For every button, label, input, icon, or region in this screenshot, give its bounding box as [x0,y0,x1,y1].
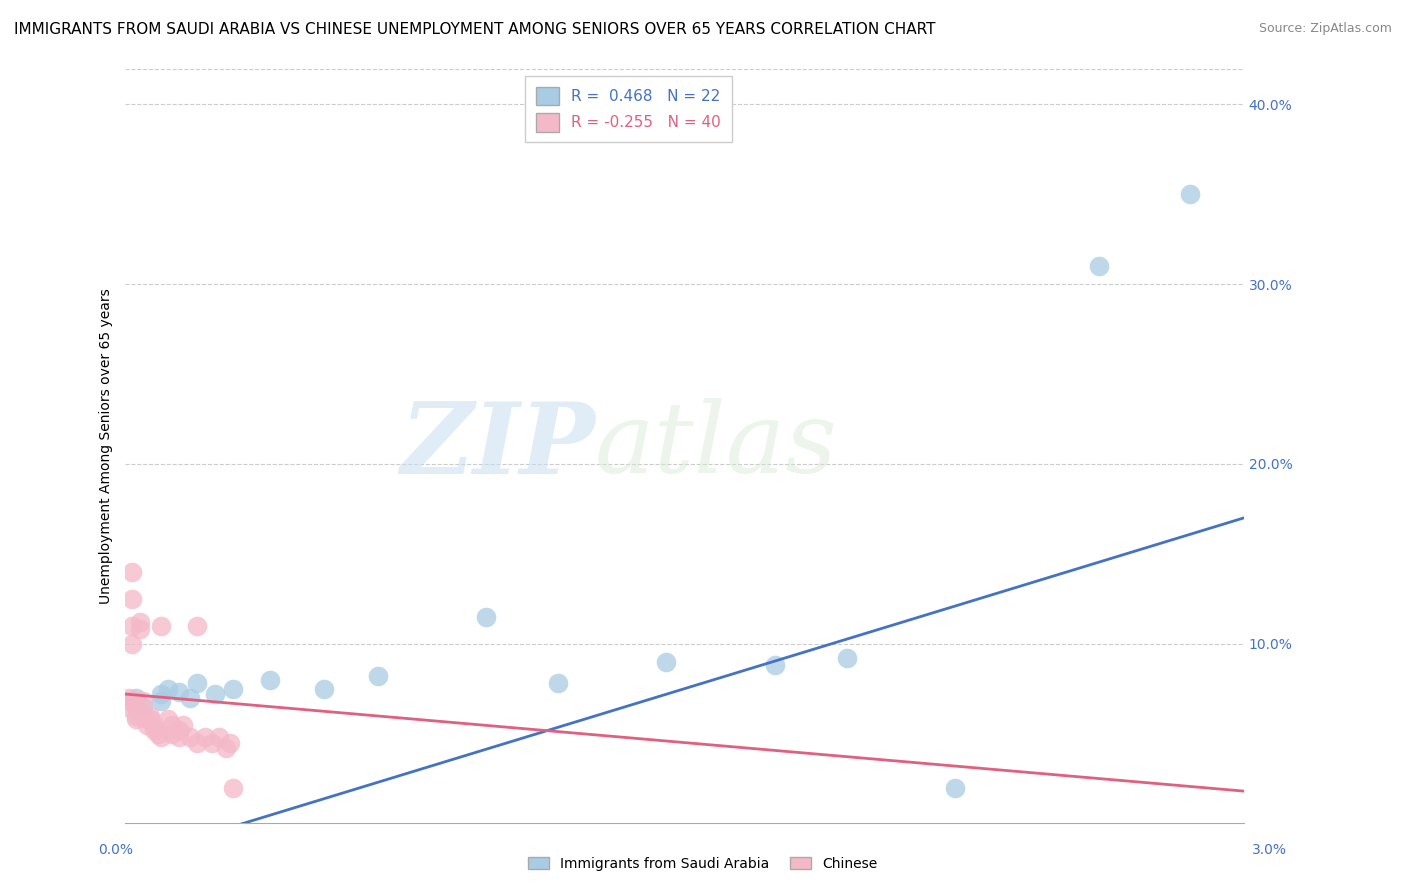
Point [128,623,150,637]
Point [121,637,143,651]
Point [150,730,173,744]
Point [132,708,155,723]
Point [128,615,150,629]
Point [763,658,786,673]
Point [222,780,245,795]
Point [218,736,240,750]
Point [204,687,226,701]
Point [121,694,143,708]
Text: IMMIGRANTS FROM SAUDI ARABIA VS CHINESE UNEMPLOYMENT AMONG SENIORS OVER 65 YEARS: IMMIGRANTS FROM SAUDI ARABIA VS CHINESE … [14,22,935,37]
Point [115,699,138,714]
Point [118,690,141,705]
Point [150,687,173,701]
Point [125,708,148,723]
Legend: R =  0.468   N = 22, R = -0.255   N = 40: R = 0.468 N = 22, R = -0.255 N = 40 [526,76,731,143]
Text: Source: ZipAtlas.com: Source: ZipAtlas.com [1258,22,1392,36]
Point [186,736,208,750]
Point [312,681,335,696]
Text: 0.0%: 0.0% [98,843,134,857]
Point [118,694,141,708]
Point [150,694,173,708]
Point [143,717,166,731]
Text: 3.0%: 3.0% [1251,843,1286,857]
Point [169,723,191,737]
Point [193,730,215,744]
Point [169,685,191,699]
Point [160,726,183,740]
Point [1178,187,1201,202]
Point [186,619,208,633]
Point [157,681,180,696]
Point [172,717,194,731]
Point [475,609,498,624]
Point [259,673,281,687]
Point [139,708,162,723]
Point [222,681,245,696]
Text: atlas: atlas [595,399,838,493]
Point [135,717,157,731]
Point [547,676,569,690]
Point [367,669,389,683]
Point [132,699,155,714]
Point [150,619,173,633]
Y-axis label: Unemployment Among Seniors over 65 years: Unemployment Among Seniors over 65 years [100,288,114,604]
Point [125,699,148,714]
Point [208,730,231,744]
Point [121,591,143,606]
Point [143,723,166,737]
Point [169,730,191,744]
Point [132,694,155,708]
Point [157,712,180,726]
Point [121,619,143,633]
Point [655,655,678,669]
Point [215,741,238,756]
Point [201,736,224,750]
Point [146,726,169,740]
Point [135,712,157,726]
Point [121,565,143,579]
Point [943,780,966,795]
Point [125,690,148,705]
Text: ZIP: ZIP [401,398,595,494]
Legend: Immigrants from Saudi Arabia, Chinese: Immigrants from Saudi Arabia, Chinese [523,851,883,876]
Point [125,712,148,726]
Point [1088,259,1111,273]
Point [179,730,201,744]
Point [179,690,201,705]
Point [835,651,858,665]
Point [125,694,148,708]
Point [186,676,208,690]
Point [160,717,183,731]
Point [128,705,150,719]
Point [139,712,162,726]
